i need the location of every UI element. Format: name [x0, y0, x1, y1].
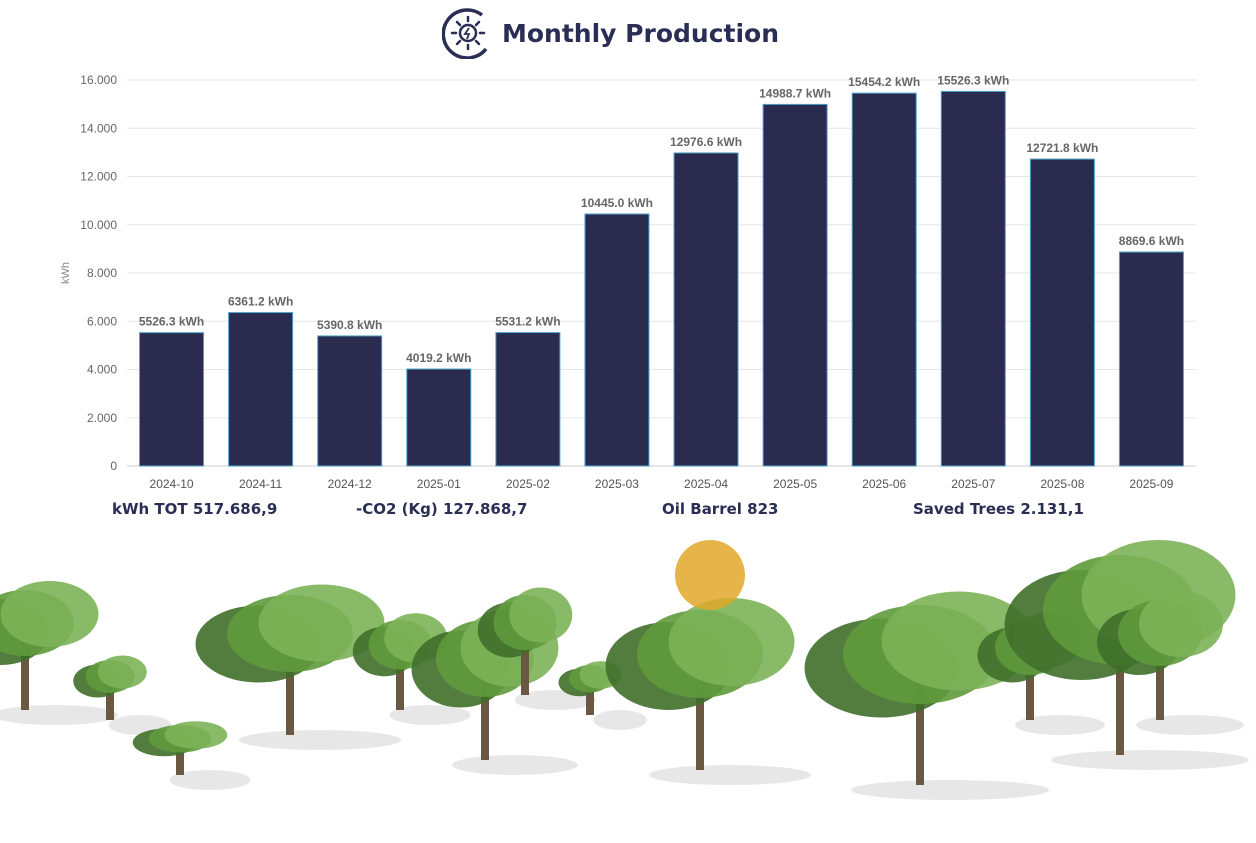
tree-shadow [169, 770, 251, 790]
data-label: 14988.7 kWh [759, 86, 831, 100]
y-axis-label: kWh [60, 262, 72, 284]
x-tick-label: 2025-06 [862, 477, 906, 491]
data-label: 5531.2 kWh [495, 315, 560, 329]
solar-sun-icon [442, 8, 488, 59]
tree-shadow [452, 755, 578, 775]
x-tick-label: 2025-01 [417, 477, 461, 491]
tree-trunk [1116, 635, 1124, 755]
data-label: 4019.2 kWh [406, 351, 471, 365]
x-tick-label: 2025-04 [684, 477, 728, 491]
tree-trunk [21, 638, 29, 710]
tree-trunk [916, 677, 924, 785]
tree-shadow [1015, 715, 1105, 735]
y-tick-label: 14.000 [80, 121, 117, 135]
tree-foliage [258, 584, 385, 662]
data-label: 5390.8 kWh [317, 318, 382, 332]
stat-saved-trees: Saved Trees 2.131,1 [913, 500, 1084, 518]
tree-trunk [481, 676, 489, 760]
data-label: 12976.6 kWh [670, 135, 742, 149]
y-tick-label: 16.000 [80, 73, 117, 87]
tree-shadow [0, 705, 118, 725]
y-tick-label: 10.000 [80, 218, 117, 232]
data-label: 15454.2 kWh [848, 75, 920, 89]
stat-kwh-total: kWh TOT 517.686,9 [112, 500, 278, 518]
bar [940, 90, 1006, 467]
bar [762, 103, 828, 467]
stat-co2: -CO2 (Kg) 127.868,7 [356, 500, 528, 518]
bar-chart: 0 2.000 4.000 6.000 8.000 10.000 12.000 14.000 1… [60, 73, 1196, 491]
tree-shadow [1136, 715, 1244, 735]
data-label: 6361.2 kWh [228, 295, 293, 309]
tree-trunk [521, 635, 529, 695]
y-tick-label: 12.000 [80, 170, 117, 184]
tree-shadow [649, 765, 811, 785]
x-tick-label: 2025-07 [951, 477, 995, 491]
tree-trunk [176, 745, 184, 775]
tree-trunk [586, 685, 594, 715]
x-tick-label: 2024-11 [239, 477, 282, 491]
bar [317, 335, 383, 467]
bar [495, 332, 561, 467]
tree-foliage [1139, 591, 1223, 657]
y-tick-label: 2.000 [87, 411, 117, 425]
y-tick-label: 6.000 [87, 314, 117, 328]
tree-trunk [696, 674, 704, 770]
tree-trunk [396, 656, 404, 710]
y-tick-label: 8.000 [87, 266, 117, 280]
x-tick-label: 2025-08 [1040, 477, 1084, 491]
bar [851, 92, 917, 467]
tree-foliage [509, 587, 573, 643]
y-tick-label: 4.000 [87, 363, 117, 377]
bar [1029, 158, 1095, 467]
bar [584, 213, 650, 467]
x-tick-label: 2024-12 [328, 477, 372, 491]
data-label: 15526.3 kWh [937, 73, 1009, 87]
tree-trunk [286, 651, 294, 735]
tree-shadow [1051, 750, 1249, 770]
y-tick-label: 0 [110, 459, 117, 473]
trees-illustration [0, 540, 1249, 800]
bar [228, 312, 294, 467]
tree-foliage [668, 598, 795, 686]
x-tick-label: 2025-02 [506, 477, 550, 491]
tree-shadow [389, 705, 471, 725]
x-tick-label: 2025-05 [773, 477, 817, 491]
x-tick-label: 2025-03 [595, 477, 639, 491]
data-label: 8869.6 kWh [1119, 234, 1184, 248]
bar [673, 152, 739, 467]
tree-trunk [1156, 648, 1164, 720]
bar [1118, 251, 1184, 467]
stat-oil-barrel: Oil Barrel 823 [662, 500, 779, 518]
tree-trunk [106, 684, 114, 720]
tree-foliage [164, 721, 228, 749]
tree-foliage [97, 655, 147, 689]
stats-bar: kWh TOT 517.686,9 -CO2 (Kg) 127.868,7 Oi… [0, 500, 1256, 522]
tree-foliage [0, 581, 99, 647]
tree-trunk [1026, 660, 1034, 720]
tree-shadow [851, 780, 1049, 800]
data-label: 10445.0 kWh [581, 196, 653, 210]
yellow-tree-foliage [675, 540, 745, 610]
title-text: Monthly Production [502, 18, 780, 48]
bar [406, 368, 472, 467]
data-label: 5526.3 kWh [139, 315, 204, 329]
x-tick-label: 2025-09 [1129, 477, 1173, 491]
tree-shadow [239, 730, 401, 750]
page-title: Monthly Production [442, 5, 779, 61]
bar [139, 332, 205, 467]
x-tick-label: 2024-10 [150, 477, 194, 491]
tree-shadow [593, 710, 647, 730]
data-label: 12721.8 kWh [1026, 141, 1098, 155]
